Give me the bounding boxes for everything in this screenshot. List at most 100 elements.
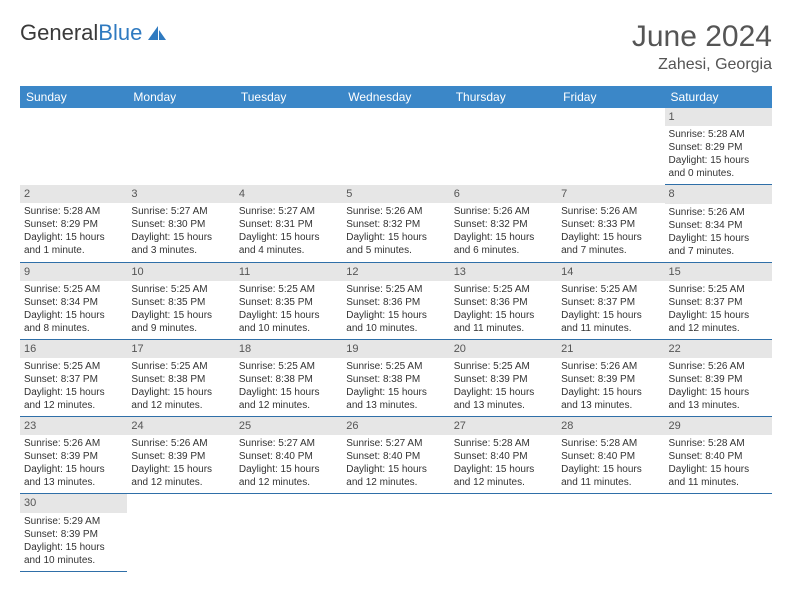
calendar-day-cell: 6Sunrise: 5:26 AMSunset: 8:32 PMDaylight… <box>450 185 557 262</box>
day-info: Sunrise: 5:25 AMSunset: 8:36 PMDaylight:… <box>450 281 557 339</box>
day-info: Sunrise: 5:28 AMSunset: 8:29 PMDaylight:… <box>20 203 127 261</box>
calendar-day-cell: 4Sunrise: 5:27 AMSunset: 8:31 PMDaylight… <box>235 185 342 262</box>
day-info: Sunrise: 5:25 AMSunset: 8:38 PMDaylight:… <box>342 358 449 416</box>
calendar-day-cell: 25Sunrise: 5:27 AMSunset: 8:40 PMDayligh… <box>235 417 342 494</box>
calendar-empty-cell <box>450 494 557 571</box>
day-number: 15 <box>665 263 772 281</box>
calendar-day-cell: 20Sunrise: 5:25 AMSunset: 8:39 PMDayligh… <box>450 339 557 416</box>
calendar-empty-cell <box>235 108 342 185</box>
day-info: Sunrise: 5:27 AMSunset: 8:40 PMDaylight:… <box>235 435 342 493</box>
calendar-empty-cell <box>235 494 342 571</box>
calendar-day-cell: 5Sunrise: 5:26 AMSunset: 8:32 PMDaylight… <box>342 185 449 262</box>
calendar-day-cell: 12Sunrise: 5:25 AMSunset: 8:36 PMDayligh… <box>342 262 449 339</box>
calendar-day-cell: 30Sunrise: 5:29 AMSunset: 8:39 PMDayligh… <box>20 494 127 571</box>
weekday-header: Monday <box>127 86 234 108</box>
day-number: 21 <box>557 340 664 358</box>
calendar-day-cell: 29Sunrise: 5:28 AMSunset: 8:40 PMDayligh… <box>665 417 772 494</box>
calendar-empty-cell <box>665 494 772 571</box>
calendar-empty-cell <box>127 494 234 571</box>
day-number: 18 <box>235 340 342 358</box>
calendar-day-cell: 2Sunrise: 5:28 AMSunset: 8:29 PMDaylight… <box>20 185 127 262</box>
calendar-empty-cell <box>342 494 449 571</box>
day-info: Sunrise: 5:25 AMSunset: 8:37 PMDaylight:… <box>557 281 664 339</box>
weekday-header: Saturday <box>665 86 772 108</box>
day-number: 13 <box>450 263 557 281</box>
day-info: Sunrise: 5:25 AMSunset: 8:37 PMDaylight:… <box>665 281 772 339</box>
day-number: 7 <box>557 185 664 203</box>
day-number: 1 <box>665 108 772 126</box>
calendar-body: 1Sunrise: 5:28 AMSunset: 8:29 PMDaylight… <box>20 108 772 571</box>
calendar-row: 2Sunrise: 5:28 AMSunset: 8:29 PMDaylight… <box>20 185 772 262</box>
day-number: 20 <box>450 340 557 358</box>
day-number: 10 <box>127 263 234 281</box>
calendar-empty-cell <box>342 108 449 185</box>
weekday-header: Tuesday <box>235 86 342 108</box>
day-number: 27 <box>450 417 557 435</box>
calendar-day-cell: 3Sunrise: 5:27 AMSunset: 8:30 PMDaylight… <box>127 185 234 262</box>
calendar-header-row: SundayMondayTuesdayWednesdayThursdayFrid… <box>20 86 772 108</box>
calendar-day-cell: 15Sunrise: 5:25 AMSunset: 8:37 PMDayligh… <box>665 262 772 339</box>
calendar-day-cell: 19Sunrise: 5:25 AMSunset: 8:38 PMDayligh… <box>342 339 449 416</box>
calendar-empty-cell <box>20 108 127 185</box>
day-info: Sunrise: 5:27 AMSunset: 8:30 PMDaylight:… <box>127 203 234 261</box>
calendar-day-cell: 18Sunrise: 5:25 AMSunset: 8:38 PMDayligh… <box>235 339 342 416</box>
brand-part1: General <box>20 20 98 46</box>
title-block: June 2024 Zahesi, Georgia <box>632 20 772 74</box>
day-number: 11 <box>235 263 342 281</box>
day-number: 2 <box>20 185 127 203</box>
calendar-day-cell: 7Sunrise: 5:26 AMSunset: 8:33 PMDaylight… <box>557 185 664 262</box>
day-number: 3 <box>127 185 234 203</box>
day-number: 6 <box>450 185 557 203</box>
day-number: 12 <box>342 263 449 281</box>
calendar-day-cell: 22Sunrise: 5:26 AMSunset: 8:39 PMDayligh… <box>665 339 772 416</box>
calendar-day-cell: 26Sunrise: 5:27 AMSunset: 8:40 PMDayligh… <box>342 417 449 494</box>
calendar-row: 1Sunrise: 5:28 AMSunset: 8:29 PMDaylight… <box>20 108 772 185</box>
day-info: Sunrise: 5:26 AMSunset: 8:39 PMDaylight:… <box>127 435 234 493</box>
calendar-day-cell: 17Sunrise: 5:25 AMSunset: 8:38 PMDayligh… <box>127 339 234 416</box>
calendar-row: 23Sunrise: 5:26 AMSunset: 8:39 PMDayligh… <box>20 417 772 494</box>
day-number: 30 <box>20 494 127 512</box>
day-info: Sunrise: 5:25 AMSunset: 8:38 PMDaylight:… <box>127 358 234 416</box>
calendar-day-cell: 9Sunrise: 5:25 AMSunset: 8:34 PMDaylight… <box>20 262 127 339</box>
calendar-table: SundayMondayTuesdayWednesdayThursdayFrid… <box>20 86 772 572</box>
calendar-row: 9Sunrise: 5:25 AMSunset: 8:34 PMDaylight… <box>20 262 772 339</box>
day-number: 28 <box>557 417 664 435</box>
day-number: 14 <box>557 263 664 281</box>
calendar-day-cell: 16Sunrise: 5:25 AMSunset: 8:37 PMDayligh… <box>20 339 127 416</box>
day-number: 4 <box>235 185 342 203</box>
day-info: Sunrise: 5:28 AMSunset: 8:29 PMDaylight:… <box>665 126 772 184</box>
day-info: Sunrise: 5:28 AMSunset: 8:40 PMDaylight:… <box>557 435 664 493</box>
day-info: Sunrise: 5:25 AMSunset: 8:36 PMDaylight:… <box>342 281 449 339</box>
weekday-header: Wednesday <box>342 86 449 108</box>
day-info: Sunrise: 5:27 AMSunset: 8:31 PMDaylight:… <box>235 203 342 261</box>
day-number: 19 <box>342 340 449 358</box>
calendar-empty-cell <box>557 108 664 185</box>
day-info: Sunrise: 5:26 AMSunset: 8:39 PMDaylight:… <box>20 435 127 493</box>
calendar-day-cell: 1Sunrise: 5:28 AMSunset: 8:29 PMDaylight… <box>665 108 772 185</box>
day-info: Sunrise: 5:29 AMSunset: 8:39 PMDaylight:… <box>20 513 127 571</box>
header: GeneralBlue June 2024 Zahesi, Georgia <box>20 20 772 74</box>
day-number: 9 <box>20 263 127 281</box>
calendar-day-cell: 14Sunrise: 5:25 AMSunset: 8:37 PMDayligh… <box>557 262 664 339</box>
day-info: Sunrise: 5:26 AMSunset: 8:34 PMDaylight:… <box>665 204 772 262</box>
day-number: 23 <box>20 417 127 435</box>
day-number: 16 <box>20 340 127 358</box>
sail-icon <box>146 24 168 42</box>
weekday-header: Thursday <box>450 86 557 108</box>
calendar-day-cell: 11Sunrise: 5:25 AMSunset: 8:35 PMDayligh… <box>235 262 342 339</box>
day-number: 29 <box>665 417 772 435</box>
day-info: Sunrise: 5:25 AMSunset: 8:34 PMDaylight:… <box>20 281 127 339</box>
day-info: Sunrise: 5:25 AMSunset: 8:39 PMDaylight:… <box>450 358 557 416</box>
day-info: Sunrise: 5:26 AMSunset: 8:32 PMDaylight:… <box>342 203 449 261</box>
calendar-day-cell: 28Sunrise: 5:28 AMSunset: 8:40 PMDayligh… <box>557 417 664 494</box>
calendar-day-cell: 13Sunrise: 5:25 AMSunset: 8:36 PMDayligh… <box>450 262 557 339</box>
calendar-day-cell: 27Sunrise: 5:28 AMSunset: 8:40 PMDayligh… <box>450 417 557 494</box>
calendar-empty-cell <box>127 108 234 185</box>
day-info: Sunrise: 5:25 AMSunset: 8:37 PMDaylight:… <box>20 358 127 416</box>
calendar-empty-cell <box>557 494 664 571</box>
day-info: Sunrise: 5:25 AMSunset: 8:38 PMDaylight:… <box>235 358 342 416</box>
month-title: June 2024 <box>632 20 772 54</box>
calendar-day-cell: 8Sunrise: 5:26 AMSunset: 8:34 PMDaylight… <box>665 185 772 262</box>
day-info: Sunrise: 5:26 AMSunset: 8:39 PMDaylight:… <box>557 358 664 416</box>
day-info: Sunrise: 5:25 AMSunset: 8:35 PMDaylight:… <box>127 281 234 339</box>
